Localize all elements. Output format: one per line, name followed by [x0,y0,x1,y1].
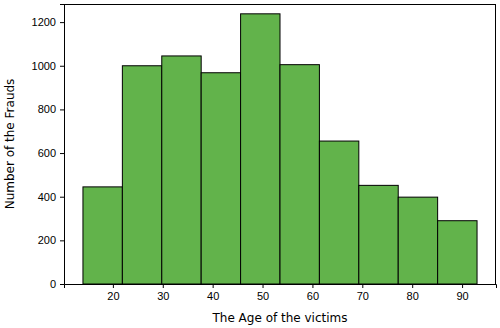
tick: 200 [38,234,64,246]
y-axis: 0 200 400 600 800 1000 1200 [32,5,65,291]
tick-mark [60,66,64,67]
axis-line [60,5,65,285]
tick: 600 [38,147,64,159]
tick: 1000 [32,60,64,72]
tick-mark [213,284,214,288]
tick-label: 800 [38,103,56,115]
plot: 20 30 40 50 60 70 80 90 0 200 400 600 800 1000 1200 [32,4,497,302]
tick-mark [60,22,64,23]
bar [201,73,240,284]
x-axis-title: The Age of the victims [211,311,347,325]
tick-mark [462,284,463,288]
tick-mark [412,284,413,288]
tick: 90 [456,284,468,302]
tick-mark [60,240,64,241]
tick: 30 [157,284,169,302]
bars [83,14,477,284]
tick-mark [312,284,313,288]
tick-mark [362,284,363,288]
tick: 400 [38,191,64,203]
frame [64,4,496,5]
tick-label: 1000 [32,60,56,72]
bar [162,56,201,284]
bar [359,185,398,284]
tick: 1200 [32,16,64,28]
frame [495,4,496,284]
x-axis: 20 30 40 50 60 70 80 90 [65,284,497,302]
bar [319,141,358,284]
tick: 0 [50,278,64,290]
tick-label: 600 [38,147,56,159]
tick-label: 70 [357,290,369,302]
tick: 80 [407,284,419,302]
tick-label: 50 [257,290,269,302]
tick-mark [163,284,164,288]
tick-label: 60 [307,290,319,302]
tick-mark [113,284,114,288]
tick-label: 20 [107,290,119,302]
tick-label: 400 [38,191,56,203]
bar [438,221,477,284]
tick-mark [263,284,264,288]
tick: 20 [107,284,119,302]
tick: 70 [357,284,369,302]
tick-label: 1200 [32,16,56,28]
tick-mark [60,284,64,285]
tick-label: 0 [50,278,56,290]
tick: 60 [307,284,319,302]
bar [122,66,161,284]
bar [280,65,319,284]
tick-mark [60,153,64,154]
tick-label: 200 [38,234,56,246]
bar [241,14,280,284]
axis-line [65,285,497,289]
tick-label: 30 [157,290,169,302]
tick-label: 40 [207,290,219,302]
chart: 20 30 40 50 60 70 80 90 0 200 400 600 800 1000 1200 The… [0,0,500,328]
tick: 40 [207,284,219,302]
tick-mark [60,197,64,198]
tick-mark [60,109,64,110]
tick-label: 90 [456,290,468,302]
tick-label: 80 [407,290,419,302]
bar [83,187,122,284]
tick: 50 [257,284,269,302]
bar [398,197,437,284]
tick: 800 [38,103,64,115]
y-axis-title: Number of the Frauds [3,79,17,210]
